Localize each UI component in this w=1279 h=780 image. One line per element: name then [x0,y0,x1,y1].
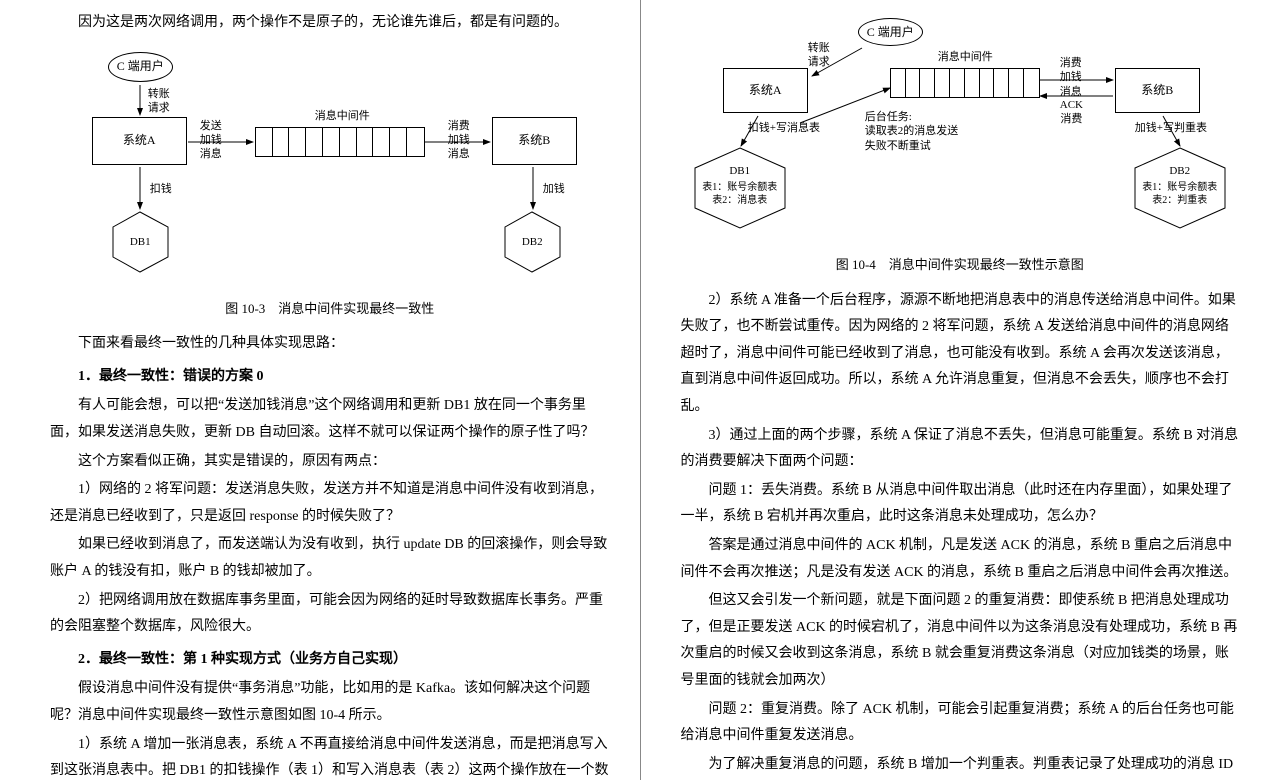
db2-hexagon-r: DB2 表1：账号余额表 表2：判重表 [1130,146,1230,231]
body-p1: 下面来看最终一致性的几种具体实现思路： [50,331,610,358]
mq-cells-r [890,68,1040,98]
transfer-req-label-r: 转账 请求 [808,41,830,70]
system-b-label: 系统B [518,129,550,152]
system-a-label: 系统A [123,129,156,152]
c-user-node: C 端用户 [108,52,173,82]
system-a-box-r: 系统A [723,68,808,113]
body-p7: 假设消息中间件没有提供“事务消息”功能，比如用的是 Kafka。该如何解决这个问… [50,676,610,729]
db1-hexagon-r: DB1 表1：账号余额表 表2：消息表 [690,146,790,231]
left-page: 因为这是两次网络调用，两个操作不是原子的，无论谁先谁后，都是有问题的。 C 端用… [0,0,640,780]
diagram-10-3: C 端用户 转账 请求 系统A 发送 加钱 消息 消息中间件 消费 加钱 消息 … [70,47,590,287]
body-p5: 如果已经收到消息了，而发送端认为没有收到，执行 update DB 的回滚操作，… [50,532,610,585]
body-p6: 2）把网络调用放在数据库事务里面，可能会因为网络的延时导致数据库长事务。严重的会… [50,588,610,641]
rbody-p3: 问题 1：丢失消费。系统 B 从消息中间件取出消息（此时还在内存里面），如果处理… [681,478,1240,531]
deduct-label: 扣钱 [150,182,172,196]
rbody-p2: 3）通过上面的两个步骤，系统 A 保证了消息不丢失，但消息可能重复。系统 B 对… [681,423,1240,476]
body-p2: 有人可能会想，可以把“发送加钱消息”这个网络调用和更新 DB1 放在同一个事务里… [50,393,610,446]
body-p8: 1）系统 A 增加一张消息表，系统 A 不再直接给消息中间件发送消息，而是把消息… [50,732,610,780]
rbody-p5: 但这又会引发一个新问题，就是下面问题 2 的重复消费：即使系统 B 把消息处理成… [681,588,1240,694]
rbody-p1: 2）系统 A 准备一个后台程序，源源不断地把消息表中的消息传送给消息中间件。如果… [681,288,1240,421]
c-user-node-r: C 端用户 [858,18,923,46]
db2-label: DB2 [500,235,565,249]
heading-scheme-1: 2．最终一致性：第 1 种实现方式（业务方自己实现） [50,647,610,674]
bgtask-label: 后台任务: 读取表2的消息发送 失败不断重试 [865,110,959,153]
heading-scheme-0: 1．最终一致性：错误的方案 0 [50,364,610,391]
deduct-write-label: 扣钱+写消息表 [748,121,820,135]
send-msg-label: 发送 加钱 消息 [200,119,222,162]
rbody-p7: 为了解决重复消息的问题，系统 B 增加一个判重表。判重表记录了处理成功的消息 I… [681,752,1240,780]
consume-msg-label: 消费 加钱 消息 [448,119,470,162]
db2-hexagon: DB2 [500,210,565,275]
db1-label-r: DB1 [690,164,790,178]
system-b-label-r: 系统B [1141,79,1173,102]
ack-label: ACK 消费 [1060,98,1083,127]
c-user-label-r: C 端用户 [867,21,914,44]
add-label: 加钱 [543,182,565,196]
system-b-box: 系统B [492,117,577,165]
mq-cells [255,127,425,157]
intro-text: 因为这是两次网络调用，两个操作不是原子的，无论谁先谁后，都是有问题的。 [50,10,610,37]
system-a-label-r: 系统A [749,79,782,102]
rbody-p6: 问题 2：重复消费。除了 ACK 机制，可能会引起重复消费；系统 A 的后台任务… [681,697,1240,750]
mq-title-label: 消息中间件 [315,109,370,123]
mq-title-label-r: 消息中间件 [938,50,993,64]
add-dedupe-label: 加钱+写判重表 [1135,121,1207,135]
consume-msg-label-r: 消费 加钱 消息 [1060,56,1082,99]
transfer-req-label: 转账 请求 [148,87,170,116]
figure-10-3-caption: 图 10-3 消息中间件实现最终一致性 [50,297,610,322]
rbody-p4: 答案是通过消息中间件的 ACK 机制，凡是发送 ACK 的消息，系统 B 重启之… [681,533,1240,586]
figure-10-4-caption: 图 10-4 消息中间件实现最终一致性示意图 [681,253,1240,278]
db2-tables-label: 表1：账号余额表 表2：判重表 [1130,181,1230,207]
system-a-box: 系统A [92,117,187,165]
db2-label-r: DB2 [1130,164,1230,178]
db1-hexagon: DB1 [108,210,173,275]
body-p4: 1）网络的 2 将军问题：发送消息失败，发送方并不知道是消息中间件没有收到消息，… [50,477,610,530]
system-b-box-r: 系统B [1115,68,1200,113]
body-p3: 这个方案看似正确，其实是错误的，原因有两点： [50,449,610,476]
db1-tables-label: 表1：账号余额表 表2：消息表 [690,181,790,207]
c-user-label: C 端用户 [117,55,164,78]
diagram-10-4: C 端用户 转账 请求 系统A 消息中间件 后台任务: 读取表2的消息发送 失败… [690,18,1230,243]
db1-label: DB1 [108,235,173,249]
right-page: C 端用户 转账 请求 系统A 消息中间件 后台任务: 读取表2的消息发送 失败… [640,0,1279,780]
